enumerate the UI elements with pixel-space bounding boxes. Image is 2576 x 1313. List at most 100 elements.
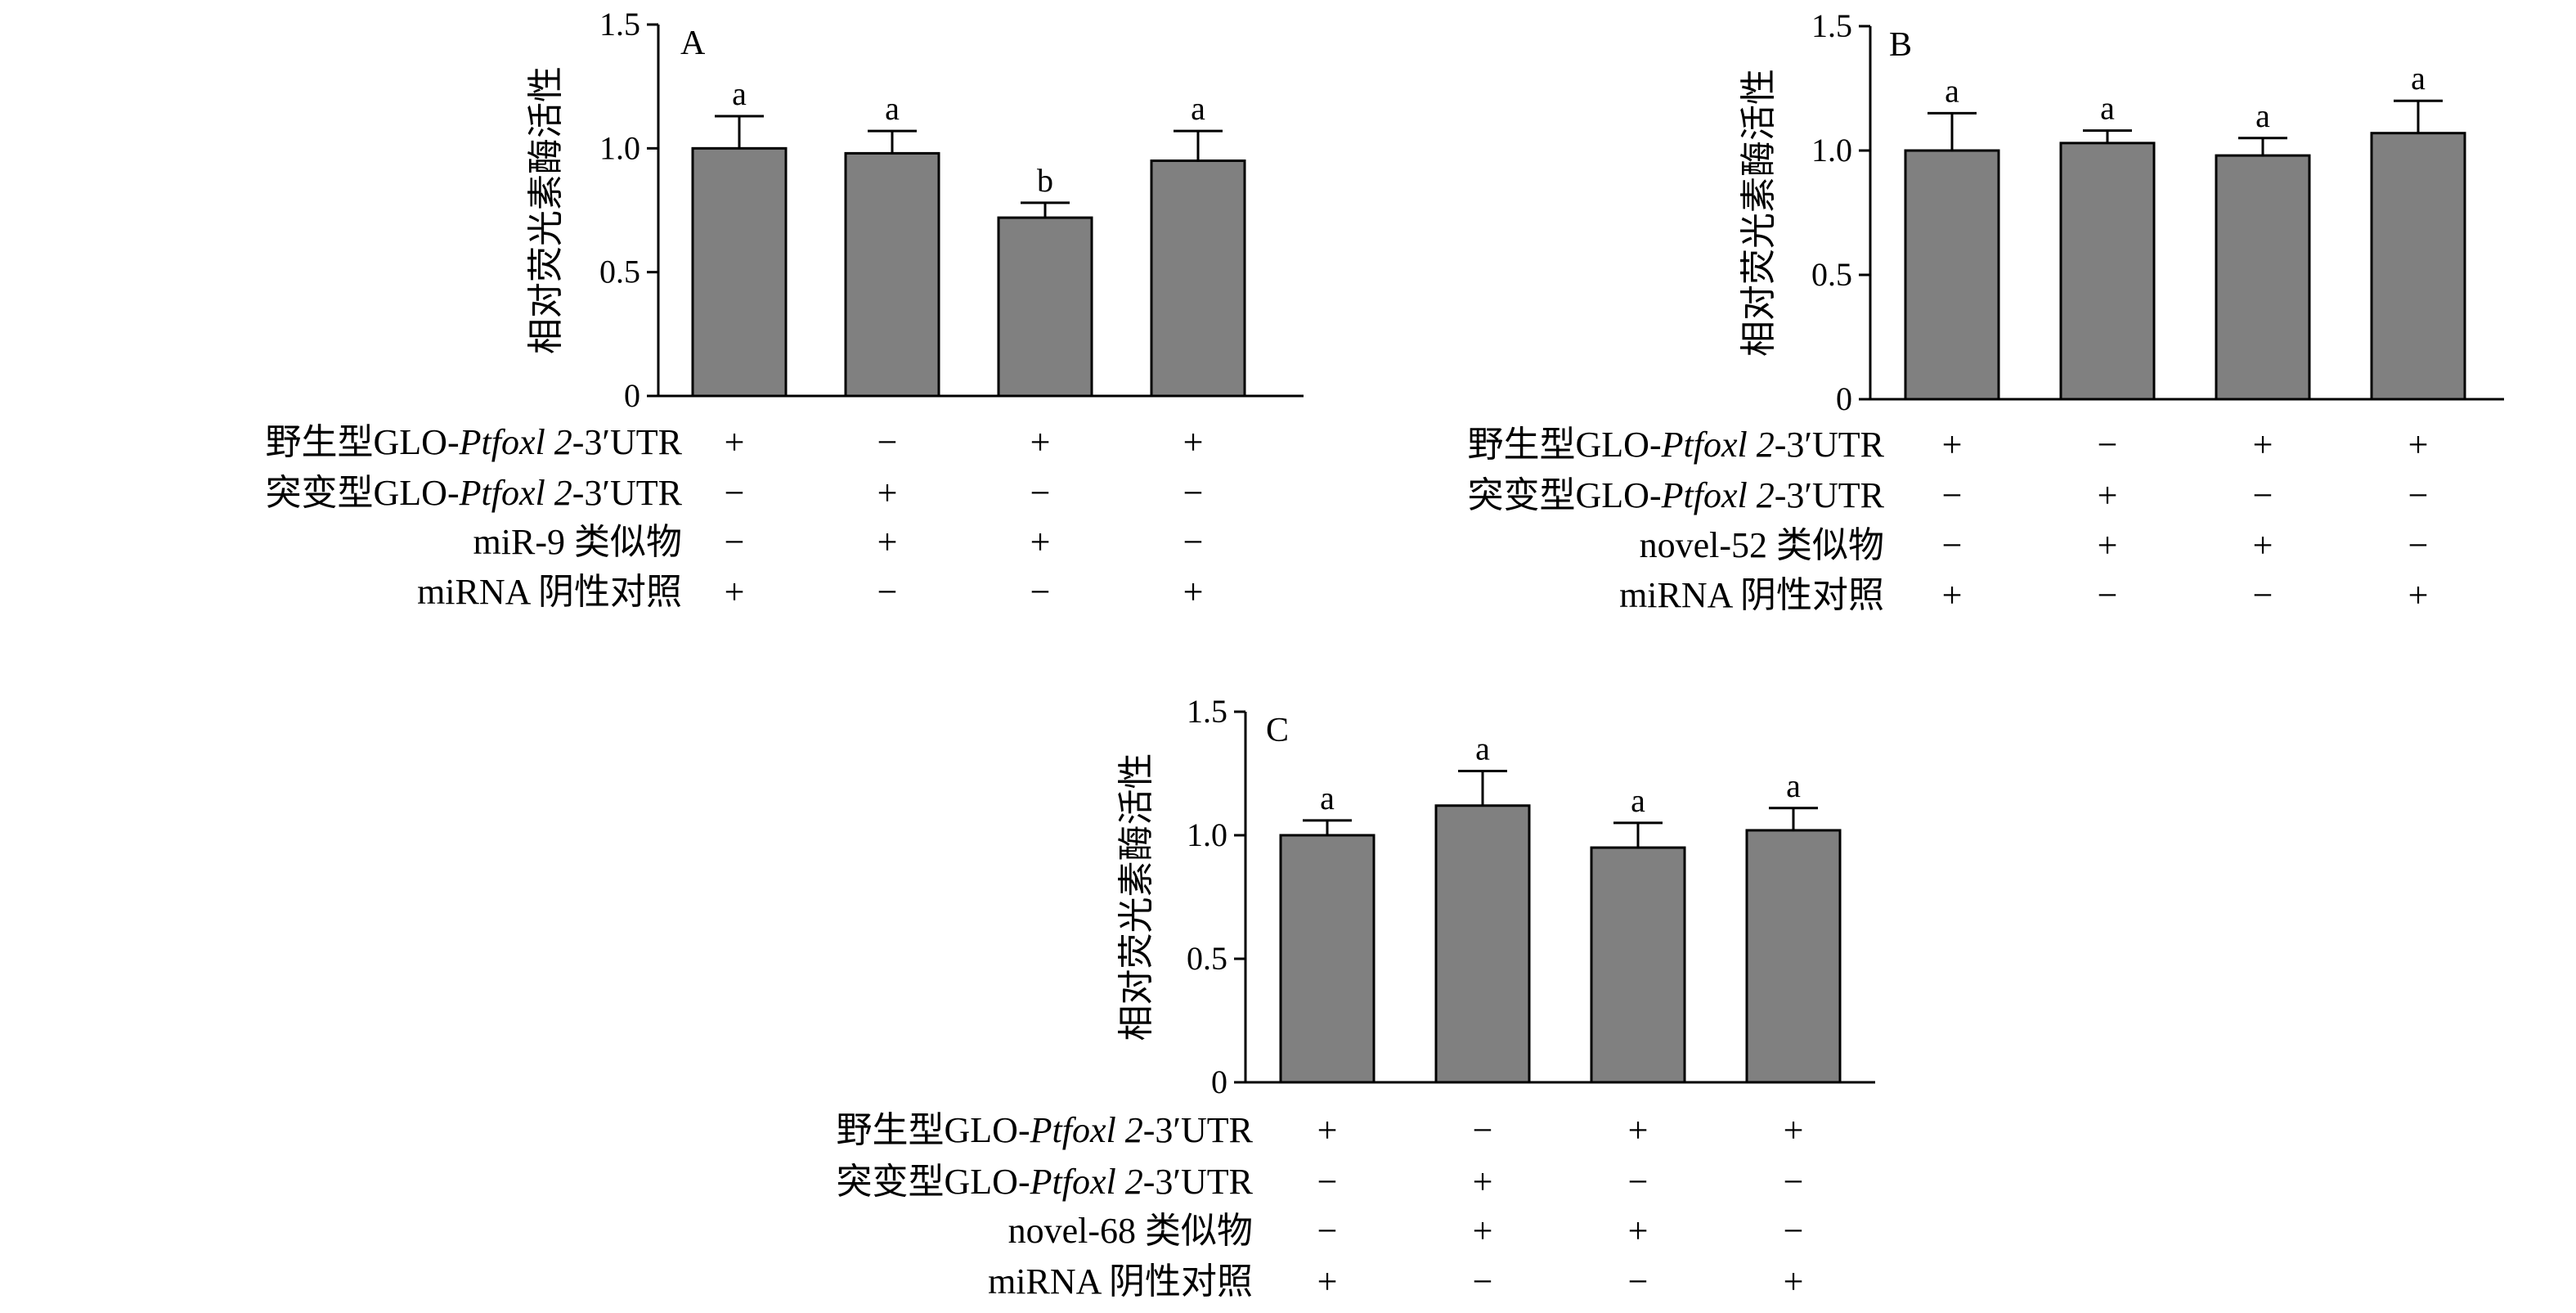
- significance-letter: a: [2255, 97, 2270, 134]
- y-tick-label: 0.5: [1187, 940, 1227, 977]
- treatment-sign: +: [1317, 1110, 1338, 1150]
- bar: [2059, 142, 2156, 401]
- chart-panel-c: 0 0.5 1.0 1.5 相对荧光素酶活性 Ca a a a 野生型GLO-Ptfoxl 2-3…: [837, 693, 1875, 1302]
- treatment-row-label: 突变型GLO-Ptfoxl 2-3′UTR: [266, 473, 683, 513]
- treatment-sign: +: [2253, 425, 2273, 465]
- treatment-sign: −: [1784, 1162, 1804, 1202]
- treatment-sign: −: [1473, 1261, 1493, 1302]
- treatment-row-label: novel-68 类似物: [1008, 1211, 1253, 1251]
- treatment-sign: −: [2253, 475, 2273, 515]
- treatment-row-label: miRNA 阴性对照: [417, 572, 682, 612]
- y-axis-label: 相对荧光素酶活性: [1116, 753, 1156, 1041]
- y-tick-label: 1.5: [599, 6, 640, 43]
- significance-letter: a: [2100, 90, 2115, 127]
- treatment-row-label: 野生型GLO-Ptfoxl 2-3′UTR: [837, 1110, 1254, 1150]
- y-axis-label: 相对荧光素酶活性: [526, 66, 566, 354]
- treatment-sign: +: [1942, 575, 1963, 615]
- treatment-sign: +: [1784, 1110, 1804, 1150]
- treatment-sign: −: [877, 572, 898, 612]
- treatment-sign: −: [2253, 575, 2273, 615]
- treatment-sign: +: [1030, 522, 1051, 562]
- treatment-sign: −: [1030, 473, 1051, 513]
- bar: [1745, 829, 1842, 1084]
- treatment-row-label: miRNA 阴性对照: [988, 1261, 1253, 1302]
- treatment-row-label: 突变型GLO-Ptfoxl 2-3′UTR: [1468, 475, 1885, 515]
- treatment-sign: −: [1317, 1162, 1338, 1202]
- y-tick-label: 1.0: [1811, 132, 1852, 169]
- bar: [1904, 149, 2000, 401]
- significance-letter: a: [1475, 730, 1490, 767]
- treatment-sign: −: [1628, 1162, 1649, 1202]
- treatment-sign: −: [2408, 525, 2429, 565]
- y-tick-label: 0: [624, 377, 640, 414]
- significance-letter: a: [1786, 767, 1801, 804]
- treatment-sign: +: [1628, 1110, 1649, 1150]
- significance-letter: a: [1631, 782, 1645, 819]
- treatment-sign: +: [877, 473, 898, 513]
- bar: [1279, 834, 1376, 1084]
- treatment-sign: +: [877, 522, 898, 562]
- chart-panel-b: 0 0.5 1.0 1.5 相对荧光素酶活性 Ba a a a 野生型GLO-Ptfoxl 2-3…: [1468, 7, 2504, 615]
- y-tick-label: 1.5: [1187, 693, 1227, 730]
- treatment-sign: +: [2408, 425, 2429, 465]
- treatment-sign: −: [1942, 475, 1963, 515]
- bar: [1590, 846, 1686, 1084]
- y-tick-label: 1.0: [599, 129, 640, 166]
- bar: [1150, 159, 1246, 398]
- y-tick-label: 0: [1836, 380, 1852, 417]
- treatment-sign: −: [725, 522, 745, 562]
- treatment-sign: +: [2098, 475, 2118, 515]
- treatment-sign: −: [2408, 475, 2429, 515]
- treatment-sign: +: [1183, 572, 1204, 612]
- treatment-sign: −: [725, 473, 745, 513]
- treatment-sign: +: [725, 422, 745, 462]
- significance-letter: a: [732, 75, 747, 112]
- significance-letter: a: [1945, 72, 1959, 109]
- bar: [1434, 804, 1531, 1084]
- bar: [997, 216, 1093, 398]
- treatment-sign: −: [877, 422, 898, 462]
- treatment-sign: +: [1473, 1211, 1493, 1251]
- treatment-sign: +: [1942, 425, 1963, 465]
- bar: [2215, 154, 2311, 401]
- treatment-sign: +: [1784, 1261, 1804, 1302]
- treatment-sign: +: [725, 572, 745, 612]
- treatment-row-label: 野生型GLO-Ptfoxl 2-3′UTR: [1468, 425, 1885, 465]
- treatment-row-label: novel-52 类似物: [1640, 525, 1884, 565]
- treatment-sign: −: [2098, 425, 2118, 465]
- treatment-row-label: 野生型GLO-Ptfoxl 2-3′UTR: [266, 422, 683, 462]
- bar: [844, 151, 940, 398]
- treatment-sign: −: [1942, 525, 1963, 565]
- significance-letter: b: [1037, 162, 1053, 199]
- treatment-sign: +: [2253, 525, 2273, 565]
- treatment-sign: −: [1183, 473, 1204, 513]
- y-tick-label: 0: [1211, 1063, 1227, 1100]
- treatment-sign: +: [2098, 525, 2118, 565]
- treatment-sign: +: [1030, 422, 1051, 462]
- treatment-sign: −: [2098, 575, 2118, 615]
- treatment-sign: +: [1183, 422, 1204, 462]
- panel-label: B: [1889, 26, 1912, 64]
- treatment-sign: −: [1473, 1110, 1493, 1150]
- bar: [2370, 132, 2466, 401]
- y-tick-label: 0.5: [599, 254, 640, 290]
- significance-letter: a: [2411, 60, 2426, 97]
- treatment-sign: +: [1628, 1211, 1649, 1251]
- treatment-sign: +: [1317, 1261, 1338, 1302]
- chart-panel-a: 0 0.5 1.0 1.5 相对荧光素酶活性 Aa a b a 野生型GLO-Ptfoxl 2-3…: [266, 6, 1304, 612]
- panel-label: A: [680, 25, 706, 62]
- treatment-sign: +: [1473, 1162, 1493, 1202]
- significance-letter: a: [1320, 780, 1335, 816]
- treatment-sign: −: [1784, 1211, 1804, 1251]
- significance-letter: a: [1191, 90, 1205, 127]
- y-tick-label: 1.5: [1811, 7, 1852, 44]
- y-tick-label: 1.0: [1187, 816, 1227, 853]
- treatment-sign: −: [1628, 1261, 1649, 1302]
- treatment-sign: −: [1030, 572, 1051, 612]
- treatment-sign: −: [1183, 522, 1204, 562]
- y-tick-label: 0.5: [1811, 256, 1852, 293]
- y-axis-label: 相对荧光素酶活性: [1739, 69, 1779, 357]
- significance-letter: a: [885, 90, 900, 127]
- treatment-row-label: 突变型GLO-Ptfoxl 2-3′UTR: [837, 1162, 1254, 1202]
